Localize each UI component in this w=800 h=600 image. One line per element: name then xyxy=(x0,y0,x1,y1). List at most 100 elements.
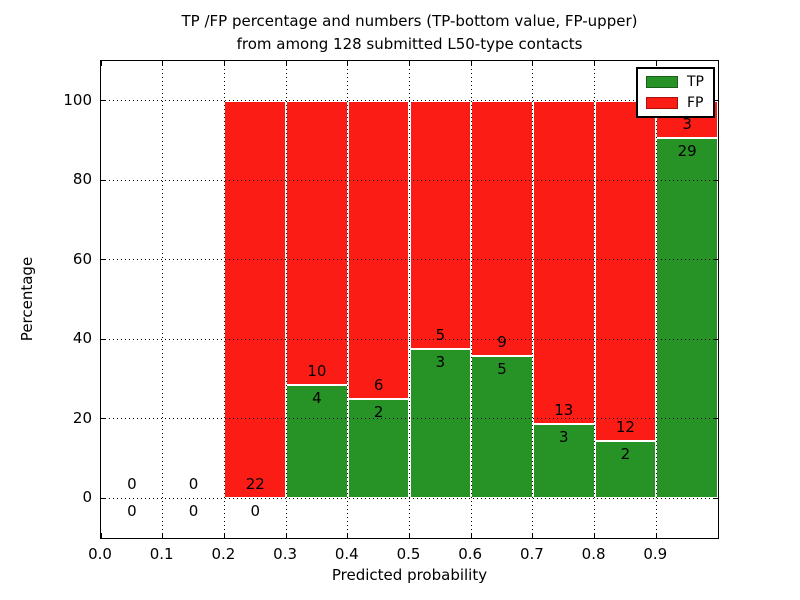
right-tick-mark xyxy=(713,497,718,499)
bottom-tick-mark xyxy=(347,533,349,538)
tp-count-label: 0 xyxy=(127,502,137,521)
bar-segment-fp xyxy=(594,100,657,442)
fp-count-label: 10 xyxy=(307,361,327,380)
bottom-tick-mark xyxy=(655,533,657,538)
bottom-tick-mark xyxy=(100,533,102,538)
top-tick-mark xyxy=(347,61,349,66)
tp-count-label: 4 xyxy=(312,388,322,407)
right-tick-mark xyxy=(713,418,718,420)
gridline-horizontal xyxy=(101,100,718,102)
legend-item-label: FP xyxy=(687,95,704,111)
fp-count-label: 9 xyxy=(497,333,507,352)
tp-count-label: 2 xyxy=(373,402,384,421)
right-tick-mark xyxy=(713,338,718,340)
top-tick-mark xyxy=(409,61,410,66)
tp-count-label: 5 xyxy=(497,360,507,379)
x-tick-label: 0.7 xyxy=(519,545,544,563)
bar-segment-tp xyxy=(656,138,718,499)
tp-count-label: 2 xyxy=(620,445,631,464)
y-tick-label: 40 xyxy=(72,329,92,348)
x-tick-label: 0.9 xyxy=(643,545,668,563)
gridline-vertical xyxy=(162,61,164,538)
bar-segment-tp xyxy=(409,349,472,499)
legend-swatch-fp xyxy=(646,97,678,109)
bottom-tick-mark xyxy=(223,533,225,538)
top-tick-mark xyxy=(100,61,102,66)
gridline-vertical xyxy=(223,61,225,538)
y-tick-label: 100 xyxy=(63,90,92,109)
bar-segment-tp xyxy=(347,398,410,499)
y-tick-label: 80 xyxy=(72,170,92,189)
gridline-horizontal xyxy=(101,418,718,420)
y-tick-label: 0 xyxy=(82,488,92,507)
x-tick-label: 0.0 xyxy=(88,545,112,563)
tp-count-label: 3 xyxy=(435,353,446,372)
bottom-tick-mark xyxy=(162,533,164,538)
fp-count-label: 22 xyxy=(245,475,265,494)
fp-count-label: 0 xyxy=(127,475,137,494)
bottom-tick-mark xyxy=(409,533,410,538)
x-tick-label: 0.3 xyxy=(273,545,298,563)
tp-count-label: 3 xyxy=(558,427,569,446)
legend-item-label: TP xyxy=(687,74,704,90)
x-tick-label: 0.2 xyxy=(211,545,236,563)
chart-title-line1: TP /FP percentage and numbers (TP-bottom… xyxy=(181,12,638,30)
x-axis-label: Predicted probability xyxy=(331,566,488,584)
top-tick-mark xyxy=(655,61,657,66)
gridline-horizontal xyxy=(101,179,718,181)
bar-segment-fp xyxy=(471,100,533,357)
left-tick-mark xyxy=(101,100,106,102)
gridline-horizontal xyxy=(101,338,718,340)
top-tick-mark xyxy=(285,61,287,66)
legend-item: FP xyxy=(646,96,704,110)
fp-count-label: 12 xyxy=(615,418,635,437)
fp-count-label: 13 xyxy=(554,400,574,419)
bar-segment-fp xyxy=(224,100,287,499)
gridline-horizontal xyxy=(101,497,718,499)
top-tick-mark xyxy=(594,61,596,66)
legend-swatch-tp xyxy=(646,76,678,88)
fp-count-label: 0 xyxy=(188,475,199,494)
tp-count-label: 0 xyxy=(250,502,261,521)
gridline-vertical xyxy=(285,61,287,538)
bottom-tick-mark xyxy=(594,533,596,538)
gridline-vertical xyxy=(594,61,596,538)
legend: TP FP xyxy=(636,67,715,118)
left-tick-mark xyxy=(101,418,106,420)
bar-segment-tp xyxy=(471,356,533,499)
gridline-vertical xyxy=(409,61,410,538)
legend-item: TP xyxy=(646,75,704,89)
tp-count-label: 0 xyxy=(188,502,199,521)
bottom-tick-mark xyxy=(532,533,534,538)
x-tick-label: 0.1 xyxy=(149,545,174,563)
bottom-tick-mark xyxy=(470,533,472,538)
gridline-vertical xyxy=(655,61,657,538)
top-tick-mark xyxy=(162,61,164,66)
x-tick-label: 0.8 xyxy=(581,545,606,563)
gridline-vertical xyxy=(532,61,534,538)
tp-count-label: 29 xyxy=(677,142,697,161)
left-tick-mark xyxy=(101,259,106,261)
bar-segment-fp xyxy=(347,100,410,399)
x-tick-label: 0.4 xyxy=(334,545,359,563)
fp-count-label: 5 xyxy=(435,326,446,345)
chart-title-line2: from among 128 submitted L50-type contac… xyxy=(236,35,583,53)
gridline-vertical xyxy=(470,61,472,538)
bottom-tick-mark xyxy=(285,533,287,538)
left-tick-mark xyxy=(101,497,106,499)
right-tick-mark xyxy=(713,259,718,261)
bar-segment-fp xyxy=(532,100,595,424)
x-tick-label: 0.5 xyxy=(396,545,421,563)
fp-count-label: 3 xyxy=(682,115,692,134)
top-tick-mark xyxy=(470,61,472,66)
chart-title: TP /FP percentage and numbers (TP-bottom… xyxy=(100,10,719,56)
right-tick-mark xyxy=(713,100,718,102)
bar-segment-fp xyxy=(409,100,472,350)
top-tick-mark xyxy=(532,61,534,66)
bar-segment-fp xyxy=(286,100,348,385)
plot-area: 0 0 0 0 22 0 10 4 6 2 5 3 9 5 13 3 12 2 3 29 TP FP xyxy=(100,60,719,539)
left-tick-mark xyxy=(101,338,106,340)
y-tick-label: 60 xyxy=(72,249,92,268)
fp-count-label: 6 xyxy=(373,375,384,394)
